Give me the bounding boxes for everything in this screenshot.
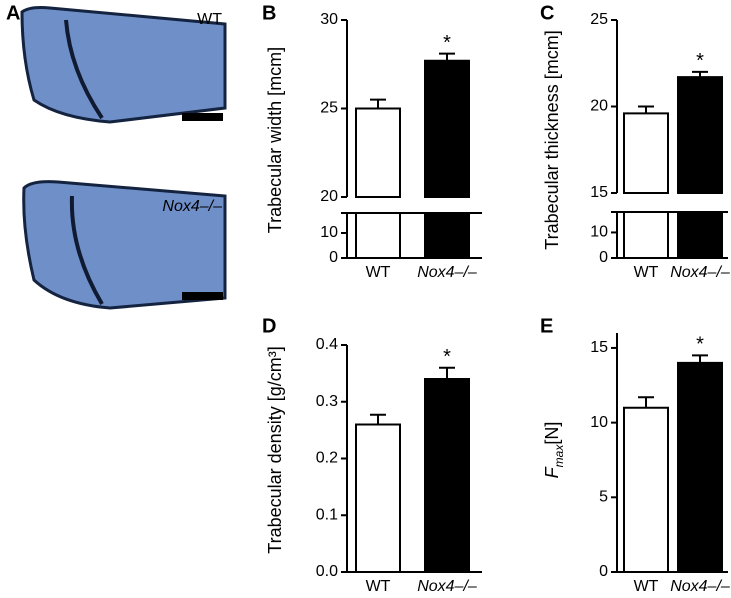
- error-bar: [439, 52, 455, 61]
- image-label: WT: [197, 11, 222, 28]
- y-tick-label: 10: [320, 224, 338, 241]
- y-tick-label: 30: [320, 11, 338, 28]
- y-tick-label: 0.4: [316, 336, 338, 353]
- y-axis-label: Trabecular thickness [mcm]: [542, 30, 562, 249]
- significance-marker: *: [696, 334, 704, 356]
- x-tick-label: Nox4–/–: [670, 578, 730, 595]
- x-tick-label: Nox4–/–: [417, 578, 477, 595]
- panel-letter: D: [262, 315, 276, 337]
- y-tick-label: 10: [590, 224, 608, 241]
- bar: [355, 423, 401, 573]
- bar: [677, 361, 723, 573]
- bar: [677, 76, 723, 259]
- y-axis-label-part: Trabecular thickness [mcm]: [542, 30, 562, 249]
- bar-chart: E 0 5 10 15 Fmax[N] WT Nox4–/– *: [540, 315, 730, 595]
- y-tick-label: 0.0: [316, 563, 338, 580]
- panel-a: A WT Nox4–/–: [6, 2, 227, 310]
- bar-chart: B 20 25 30 0 10 Trabecular width [mcm] WT Nox4–/…: [262, 2, 482, 281]
- panel-letter: B: [262, 2, 276, 24]
- bar: [424, 378, 470, 573]
- scale-bar: [182, 292, 223, 300]
- y-tick-label: 0: [599, 249, 608, 266]
- x-tick-label: Nox4–/–: [670, 264, 730, 281]
- y-tick-label: 25: [320, 100, 338, 117]
- error-bar: [692, 70, 708, 78]
- growth-plate: [69, 195, 104, 306]
- y-tick-label: 0: [599, 563, 608, 580]
- image-label: Nox4–/–: [162, 198, 222, 215]
- y-tick-label: 0.3: [316, 393, 338, 410]
- bar: [424, 59, 470, 259]
- y-tick-label: 15: [590, 184, 608, 201]
- x-tick-label: Nox4–/–: [417, 264, 477, 281]
- error-bar: [692, 354, 708, 363]
- panel-letter: E: [540, 315, 553, 337]
- error-bar: [370, 98, 386, 109]
- y-axis-label: Trabecular density [g/cm³]: [265, 346, 285, 553]
- error-bar: [638, 396, 654, 408]
- y-tick-label: 25: [590, 11, 608, 28]
- bar: [355, 107, 401, 259]
- y-tick-label: 15: [590, 339, 608, 356]
- growth-plate: [64, 19, 104, 120]
- significance-marker: *: [443, 32, 451, 54]
- scale-bar: [182, 113, 223, 121]
- y-axis-label-part: Trabecular width [mcm]: [265, 47, 285, 233]
- x-tick-label: WT: [366, 264, 391, 281]
- panel-letter: A: [6, 2, 20, 24]
- x-tick-label: WT: [634, 264, 659, 281]
- y-tick-label: 0.2: [316, 450, 338, 467]
- y-tick-label: 0.1: [316, 506, 338, 523]
- y-axis-label-part: Trabecular density [g/cm³]: [265, 346, 285, 553]
- y-tick-label: 20: [320, 188, 338, 205]
- bar-chart: C 15 20 25 0 10 Trabecular thickness [mcm] WT No…: [540, 2, 730, 281]
- histology-image: [20, 6, 227, 124]
- y-tick-label: 20: [590, 98, 608, 115]
- y-axis-label-part: F: [542, 466, 562, 478]
- x-tick-label: WT: [634, 578, 659, 595]
- significance-marker: *: [443, 346, 451, 368]
- y-axis-label-part: max: [552, 444, 566, 468]
- y-axis-label: Fmax[N]: [542, 422, 566, 479]
- panel-letter: C: [540, 2, 554, 24]
- y-axis-label: Trabecular width [mcm]: [265, 47, 285, 233]
- bar: [623, 406, 669, 573]
- x-tick-label: WT: [366, 578, 391, 595]
- y-axis-label-part: [N]: [542, 422, 562, 445]
- bar-chart: D 0.0 0.1 0.2 0.3 0.4 Trabecular density [g/cm…: [262, 315, 482, 595]
- y-tick-label: 0: [329, 249, 338, 266]
- y-tick-label: 5: [599, 489, 608, 506]
- bar: [623, 112, 669, 259]
- error-bar: [439, 366, 455, 380]
- error-bar: [370, 413, 386, 425]
- error-bar: [638, 105, 654, 114]
- significance-marker: *: [696, 50, 704, 72]
- y-tick-label: 10: [590, 414, 608, 431]
